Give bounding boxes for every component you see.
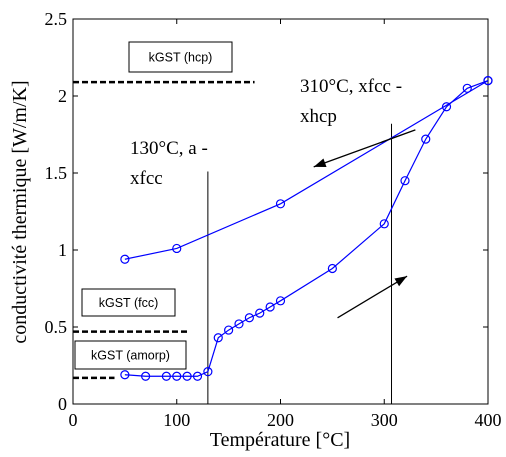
data-point	[213, 333, 223, 343]
x-tick-label: 200	[267, 410, 294, 430]
data-point	[275, 296, 286, 306]
data-point	[224, 325, 234, 335]
x-tick-label: 300	[371, 410, 398, 430]
annotations: 310°C, xfcc - xhcp 130°C, a - xfcc	[130, 76, 402, 189]
arrow-head	[394, 276, 408, 287]
reference-label-box	[74, 340, 187, 370]
data-point	[203, 367, 213, 377]
vertical-lines	[207, 123, 393, 404]
data-point	[275, 199, 286, 209]
data-point	[120, 254, 130, 264]
data-point	[161, 371, 171, 381]
data-point	[172, 371, 182, 381]
arrows	[313, 129, 416, 319]
annotation-text: 130°C, a -	[130, 138, 208, 159]
arrow-head	[313, 158, 327, 167]
reference-lines: kGST (hcp) kGST (fcc) kGST (amorp)	[73, 41, 255, 380]
data-point	[244, 313, 254, 323]
reference-label: kGST (amorp)	[91, 349, 170, 363]
x-tick-label: 100	[163, 410, 190, 430]
data-point	[327, 263, 337, 274]
series-layer	[120, 75, 493, 381]
reference-label-box	[128, 41, 233, 73]
axis-ticks: 0 100 200 300 400 0 0.5 1 1.5 2 2.5	[45, 9, 502, 430]
annotation-text: xfcc	[130, 168, 163, 189]
y-tick-label: 2.5	[45, 9, 68, 29]
data-point	[255, 308, 265, 318]
data-point	[265, 302, 275, 312]
data-point	[234, 319, 244, 329]
y-tick-label: 1.5	[45, 163, 68, 183]
arrow-shaft	[313, 129, 416, 168]
data-point	[172, 243, 182, 254]
annotation-text: xhcp	[300, 106, 337, 127]
data-point	[483, 75, 493, 86]
y-tick-label: 1	[58, 240, 67, 260]
reference-label: kGST (fcc)	[99, 296, 159, 310]
x-tick-label: 400	[475, 410, 502, 430]
data-point	[182, 371, 192, 381]
data-point	[192, 371, 203, 381]
reference-label-box	[81, 288, 176, 317]
data-point	[379, 219, 389, 229]
annotation-text: 310°C, xfcc -	[300, 76, 402, 97]
data-point	[120, 370, 130, 380]
y-tick-label: 0.5	[45, 317, 68, 337]
data-point	[141, 371, 151, 381]
y-tick-label: 2	[58, 86, 67, 106]
x-axis-label: Température [°C]	[210, 429, 350, 451]
data-point	[400, 176, 410, 186]
arrow-shaft	[337, 275, 408, 319]
y-tick-label: 0	[58, 394, 67, 414]
reference-label: kGST (hcp)	[149, 51, 213, 65]
series-line	[124, 80, 489, 260]
data-point	[421, 134, 431, 144]
y-axis-label: conductivité thermique [W/m/K]	[9, 80, 31, 343]
x-tick-label: 0	[69, 410, 78, 430]
data-point	[441, 102, 452, 112]
